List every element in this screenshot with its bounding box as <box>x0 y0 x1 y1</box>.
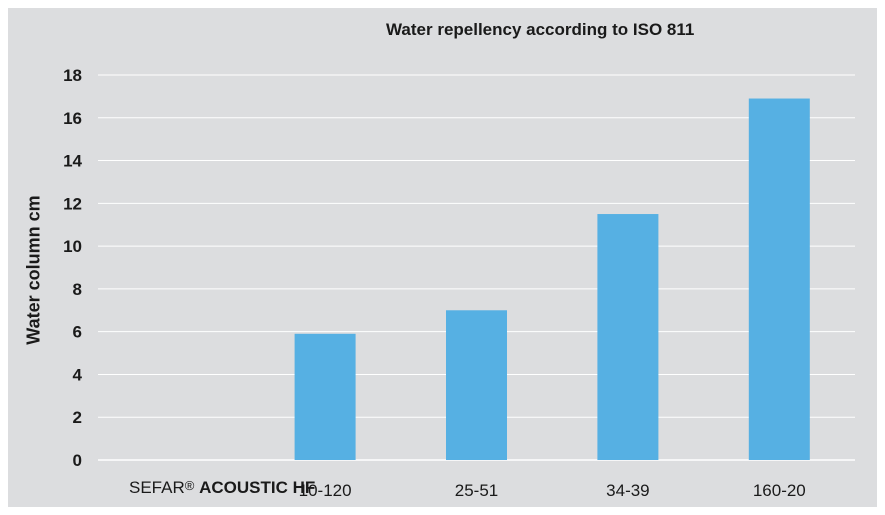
bar <box>446 310 507 460</box>
y-tick-label: 18 <box>63 66 82 85</box>
product-brand: SEFAR <box>129 478 185 497</box>
chart-title: Water repellency according to ISO 811 <box>386 20 695 39</box>
y-tick-label: 16 <box>63 109 82 128</box>
bar <box>294 333 356 460</box>
x-tick-label: 10-120 <box>299 481 352 500</box>
y-axis-label: Water column cm <box>23 195 44 345</box>
chart-panel <box>8 8 877 507</box>
product-name: ACOUSTIC HF <box>199 478 316 497</box>
registered-mark: ® <box>184 478 195 493</box>
y-tick-label: 4 <box>73 365 83 384</box>
x-tick-label-product: SEFAR® ACOUSTIC HF <box>129 478 315 498</box>
x-tick-label: 160-20 <box>753 481 806 500</box>
y-tick-label: 6 <box>73 323 82 342</box>
x-tick-label: 34-39 <box>606 481 649 500</box>
y-tick-label: 10 <box>63 237 82 256</box>
y-tick-label: 14 <box>63 152 82 171</box>
y-tick-label: 0 <box>73 451 82 470</box>
y-tick-label: 12 <box>63 194 82 213</box>
y-tick-label: 8 <box>73 280 82 299</box>
bar <box>597 214 659 460</box>
bar <box>748 98 810 461</box>
y-tick-label: 2 <box>73 408 82 427</box>
x-tick-label: 25-51 <box>455 481 498 500</box>
